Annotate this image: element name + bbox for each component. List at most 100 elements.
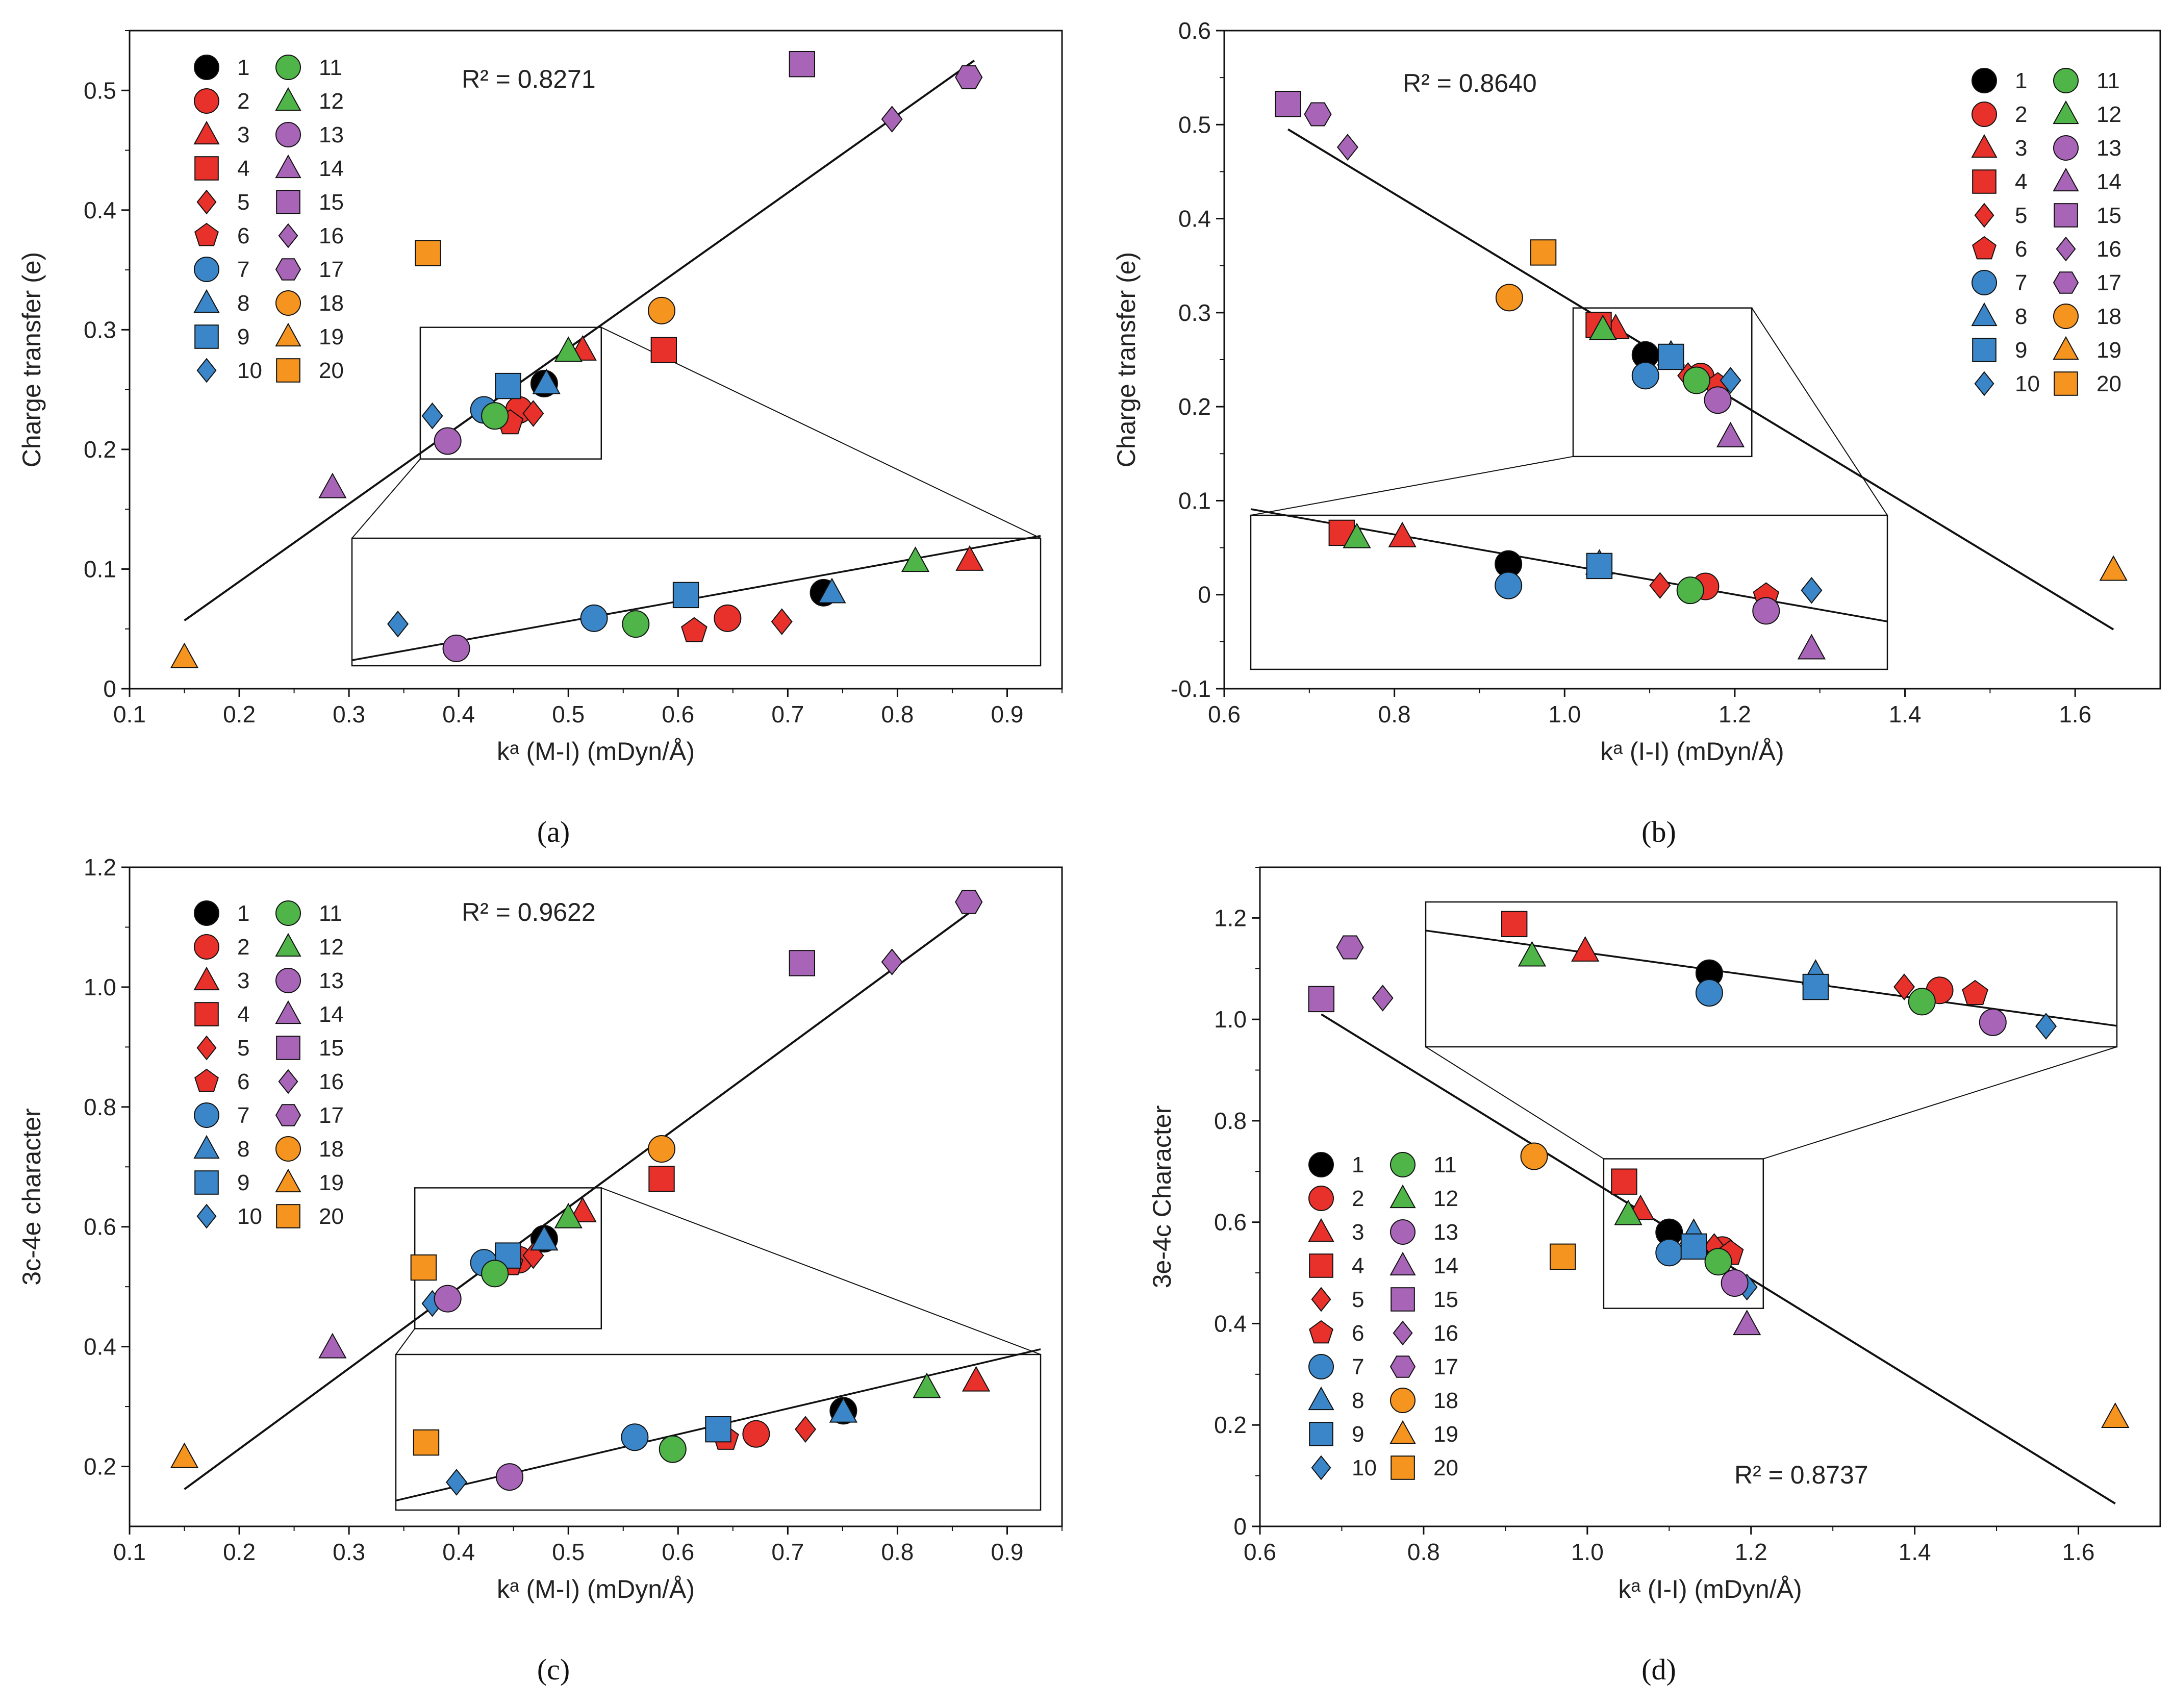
legend-label-15: 15 bbox=[319, 190, 344, 215]
x-tick-label: 1.6 bbox=[2059, 701, 2091, 727]
y-tick-label: 0.3 bbox=[84, 316, 116, 343]
inset-point-12 bbox=[1343, 522, 1371, 548]
legend-label-10: 10 bbox=[237, 1204, 262, 1229]
legend-label-5: 5 bbox=[237, 1036, 249, 1061]
legend-marker-11 bbox=[275, 900, 301, 926]
inset-point-7 bbox=[580, 604, 608, 632]
legend-marker-14 bbox=[275, 1000, 301, 1024]
data-point-17 bbox=[1336, 935, 1364, 960]
legend-marker-12 bbox=[1389, 1184, 1416, 1209]
y-tick-label: -0.1 bbox=[1171, 675, 1211, 702]
y-tick-label: 0.2 bbox=[1178, 393, 1211, 420]
legend-marker-13 bbox=[1390, 1219, 1416, 1245]
legend-marker-14 bbox=[275, 154, 301, 179]
inset-connector bbox=[351, 459, 421, 539]
legend-label-13: 13 bbox=[319, 122, 344, 147]
data-point-7 bbox=[1631, 362, 1659, 390]
legend-label-16: 16 bbox=[319, 1069, 344, 1094]
legend-marker-14 bbox=[2053, 167, 2079, 192]
inset-point-14 bbox=[1797, 634, 1826, 660]
panel-a: 0.1 0.2 0.3 0.4 0.5 0.6 0.7 0.8 0.900.10.20.30.4… bbox=[17, 30, 1063, 848]
data-point-12 bbox=[1588, 314, 1617, 340]
x-axis-title: kᵃ (M-I) (mDyn/Å) bbox=[497, 1575, 695, 1603]
x-tick-label: 1.6 bbox=[2062, 1539, 2095, 1565]
legend-label-2: 2 bbox=[1352, 1186, 1364, 1211]
legend-label-12: 12 bbox=[319, 935, 344, 960]
data-point-16 bbox=[881, 106, 903, 133]
inset-point-9 bbox=[672, 582, 699, 609]
data-point-18 bbox=[648, 296, 676, 324]
legend-marker-17 bbox=[275, 258, 301, 281]
x-tick-label: 0.9 bbox=[991, 1539, 1023, 1565]
inset-point-7 bbox=[621, 1423, 649, 1451]
data-point-14 bbox=[1733, 1310, 1761, 1336]
y-tick-label: 0.6 bbox=[84, 1214, 116, 1240]
data-point-20 bbox=[410, 1254, 437, 1281]
legend-label-14: 14 bbox=[319, 156, 344, 181]
legend-label-3: 3 bbox=[2015, 136, 2027, 161]
legend-marker-12 bbox=[2053, 100, 2079, 124]
legend-label-10: 10 bbox=[2015, 371, 2040, 396]
legend-label-16: 16 bbox=[1433, 1321, 1458, 1346]
data-point-9 bbox=[1680, 1233, 1707, 1260]
inset-point-8 bbox=[829, 1397, 857, 1423]
legend-marker-2 bbox=[194, 934, 219, 960]
legend-label-18: 18 bbox=[1433, 1388, 1458, 1413]
panel-caption: (c) bbox=[537, 1653, 570, 1686]
x-tick-label: 0.6 bbox=[1208, 701, 1241, 727]
legend-label-20: 20 bbox=[2096, 371, 2121, 396]
inset-point-5 bbox=[1893, 973, 1915, 1000]
legend-label-18: 18 bbox=[319, 1137, 344, 1162]
legend-marker-9 bbox=[1309, 1422, 1333, 1446]
inset-point-7 bbox=[1495, 571, 1523, 599]
data-point-19 bbox=[170, 642, 199, 668]
legend-label-4: 4 bbox=[237, 156, 249, 181]
x-tick-label: 0.2 bbox=[223, 701, 256, 727]
legend-label-4: 4 bbox=[2015, 169, 2027, 194]
y-tick-label: 0.5 bbox=[84, 77, 116, 104]
legend-marker-2 bbox=[194, 88, 219, 114]
y-tick-label: 0.3 bbox=[1178, 299, 1211, 326]
legend-label-12: 12 bbox=[2096, 102, 2121, 127]
legend-label-14: 14 bbox=[2096, 169, 2121, 194]
legend-marker-16 bbox=[1393, 1320, 1413, 1346]
legend-label-3: 3 bbox=[237, 122, 249, 147]
data-point-8 bbox=[532, 368, 561, 394]
inset-point-4 bbox=[1501, 911, 1528, 938]
panel-b: 0.6 0.8 1.0 1.2 1.4 1.6 -0.1 0 0.1 0.2 0.3 0.4 0.5 0.… bbox=[1112, 17, 2161, 848]
x-axis-title: kᵃ (M-I) (mDyn/Å) bbox=[497, 737, 695, 766]
data-point-11 bbox=[1682, 366, 1710, 394]
inset-point-9 bbox=[1586, 552, 1613, 580]
legend-label-4: 4 bbox=[1352, 1253, 1364, 1278]
y-tick-label: 1.2 bbox=[84, 854, 116, 881]
y-axis-title: Charge transfer (e) bbox=[17, 252, 46, 467]
legend-label-18: 18 bbox=[2096, 304, 2121, 329]
x-tick-label: 1.2 bbox=[1719, 701, 1751, 727]
data-point-19 bbox=[2099, 555, 2128, 581]
inset-point-5 bbox=[794, 1416, 817, 1443]
legend-marker-18 bbox=[2053, 304, 2079, 329]
inset-point-13 bbox=[442, 634, 470, 662]
legend-label-14: 14 bbox=[319, 1002, 344, 1027]
legend-marker-4 bbox=[194, 156, 219, 181]
inset-point-6 bbox=[1962, 979, 1988, 1006]
inset-point-11 bbox=[659, 1435, 687, 1463]
data-point-10 bbox=[421, 402, 443, 430]
legend-label-16: 16 bbox=[319, 223, 344, 248]
data-point-17 bbox=[1304, 102, 1332, 127]
legend-label-19: 19 bbox=[2096, 338, 2121, 363]
legend-label-19: 19 bbox=[319, 1170, 344, 1195]
legend-label-13: 13 bbox=[1433, 1220, 1458, 1245]
y-tick-label: 0.1 bbox=[1178, 487, 1211, 514]
legend-marker-1 bbox=[1972, 68, 1997, 93]
x-tick-label: 0.4 bbox=[442, 1539, 475, 1565]
inset-point-12 bbox=[1518, 941, 1547, 967]
inset-connector bbox=[395, 1328, 415, 1355]
legend-marker-3 bbox=[1308, 1218, 1334, 1242]
legend-label-1: 1 bbox=[2015, 68, 2027, 93]
legend-label-18: 18 bbox=[319, 291, 344, 316]
inset-point-9 bbox=[1802, 973, 1829, 1000]
legend-marker-1 bbox=[194, 900, 219, 926]
